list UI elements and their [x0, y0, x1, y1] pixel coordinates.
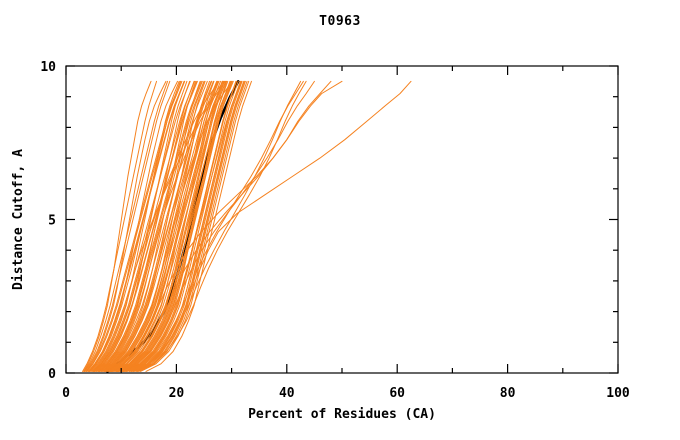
model-curve [88, 80, 178, 372]
y-tick-label: 5 [48, 214, 56, 229]
model-curve [89, 80, 181, 372]
model-curve [82, 80, 158, 372]
model-curve [108, 80, 220, 372]
y-axis-label: Distance Cutoff, A [11, 149, 26, 290]
model-curve [84, 80, 171, 372]
x-tick-label: 40 [279, 386, 295, 401]
model-curve [101, 80, 205, 372]
model-curve [136, 80, 246, 372]
model-curve [120, 80, 231, 372]
axis-label-layer: 0 20 40 60 80 100 0 5 10 Percent of Residues (CA)… [11, 60, 630, 422]
model-curve [83, 80, 152, 372]
model-curve [99, 80, 226, 372]
model-curve [138, 80, 248, 372]
model-curve [140, 80, 250, 372]
model-curve [104, 80, 214, 372]
model-curve [115, 80, 225, 372]
model-curve [109, 80, 222, 372]
axis-layer [65, 65, 619, 374]
model-curve [88, 80, 186, 372]
model-curve [129, 80, 242, 372]
series-layer [82, 80, 412, 373]
model-curve [120, 80, 232, 372]
model-curve [118, 80, 229, 372]
model-curve [125, 80, 238, 372]
model-curve [101, 80, 197, 372]
model-curve [145, 80, 252, 372]
model-curve [92, 80, 180, 372]
x-axis-label: Percent of Residues (CA) [248, 407, 436, 422]
model-curve [92, 80, 188, 372]
model-curve [106, 80, 212, 372]
model-curve [99, 80, 205, 372]
model-curve [98, 80, 203, 372]
model-curve [100, 80, 208, 372]
model-curve [122, 80, 233, 372]
model-curve [93, 80, 196, 372]
model-curve [96, 80, 195, 372]
model-curve [94, 80, 198, 372]
model-curve [85, 80, 182, 372]
model-curve [110, 80, 224, 372]
model-curve [90, 80, 191, 372]
x-tick-label: 0 [62, 386, 70, 401]
model-curve [131, 80, 243, 372]
model-curve [83, 80, 169, 372]
y-tick-label: 10 [40, 60, 56, 75]
x-tick-label: 60 [389, 386, 405, 401]
model-curve [111, 80, 225, 372]
model-curve [85, 80, 167, 372]
model-curve [128, 80, 304, 372]
model-curve [94, 80, 198, 372]
model-curve [127, 80, 239, 372]
model-curve [87, 80, 185, 372]
y-tick-label: 0 [48, 367, 56, 382]
model-curve [133, 80, 245, 372]
model-curve [116, 80, 227, 372]
x-tick-label: 100 [606, 386, 630, 401]
model-curve [105, 80, 218, 372]
x-tick-label: 20 [169, 386, 185, 401]
chart-title: T0963 [319, 14, 361, 29]
model-curve [103, 80, 213, 372]
x-tick-label: 80 [500, 386, 516, 401]
